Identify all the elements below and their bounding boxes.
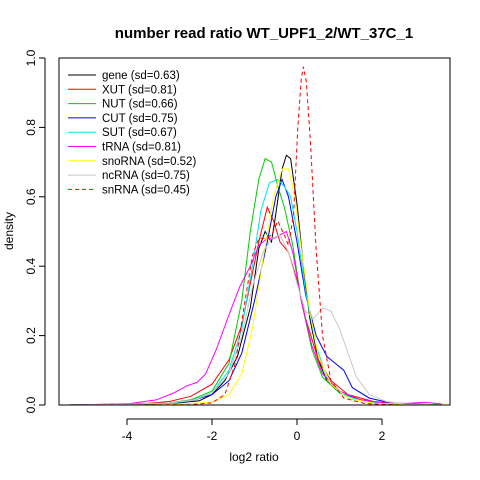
- y-tick-label: 0.2: [24, 327, 38, 344]
- y-tick-label: 0.8: [24, 119, 38, 136]
- legend-label: tRNA (sd=0.81): [102, 142, 181, 154]
- series-line-8: [67, 66, 442, 406]
- legend-label: gene (sd=0.63): [102, 70, 180, 82]
- series-line-4: [67, 178, 442, 406]
- legend-label: ncRNA (sd=0.75): [102, 170, 190, 182]
- series-line-7: [67, 234, 442, 406]
- y-tick-label: 1.0: [24, 49, 38, 66]
- y-axis-label: density: [2, 212, 16, 250]
- chart-title: number read ratio WT_UPF1_2/WT_37C_1: [115, 25, 413, 42]
- x-tick-label: -2: [207, 429, 218, 443]
- legend-label: SUT (sd=0.67): [102, 127, 177, 139]
- legend-label: XUT (sd=0.81): [102, 84, 177, 96]
- legend-label: CUT (sd=0.75): [102, 113, 178, 125]
- series-line-5: [67, 230, 442, 406]
- legend: gene (sd=0.63) XUT (sd=0.81) NUT (sd=0.66)…: [68, 70, 196, 196]
- series-line-6: [67, 168, 442, 406]
- x-axis-label: log2 ratio: [229, 450, 279, 464]
- series-line-2: [67, 157, 442, 406]
- series-line-3: [67, 177, 442, 406]
- y-tick-label: 0.4: [24, 258, 38, 275]
- y-tick-label: 0.0: [24, 396, 38, 413]
- x-tick-label: 2: [379, 429, 386, 443]
- x-tick-label: 0: [294, 429, 301, 443]
- y-tick-label: 0.6: [24, 188, 38, 205]
- legend-label: snRNA (sd=0.45): [102, 184, 190, 196]
- x-tick-label: -4: [122, 429, 133, 443]
- series-line-1: [67, 205, 442, 406]
- legend-label: NUT (sd=0.66): [102, 99, 178, 111]
- plot-area: [67, 66, 442, 406]
- plot-frame: [58, 57, 451, 406]
- legend-label: snoRNA (sd=0.52): [102, 156, 196, 168]
- x-axis: -4 -2 0 2: [122, 418, 386, 443]
- y-axis: 0.0 0.2 0.4 0.6 0.8 1.0: [24, 49, 46, 413]
